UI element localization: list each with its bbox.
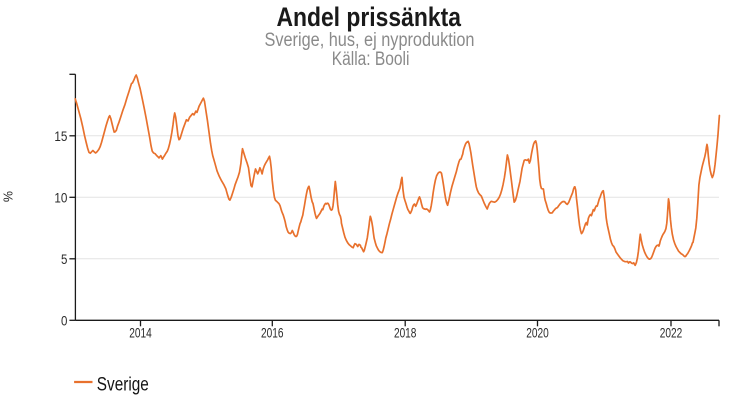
svg-text:2018: 2018	[394, 325, 417, 341]
svg-text:15: 15	[54, 128, 67, 144]
svg-text:2020: 2020	[526, 325, 549, 341]
svg-text:Källa: Booli: Källa: Booli	[332, 49, 410, 70]
svg-text:5: 5	[61, 251, 68, 267]
svg-text:2014: 2014	[129, 325, 152, 341]
svg-text:Sverige, hus, ej nyproduktion: Sverige, hus, ej nyproduktion	[265, 30, 475, 51]
svg-text:0: 0	[61, 312, 68, 328]
svg-text:10: 10	[54, 189, 67, 205]
svg-text:2016: 2016	[261, 325, 284, 341]
svg-text:%: %	[2, 191, 16, 202]
svg-text:2022: 2022	[660, 325, 683, 341]
svg-text:Sverige: Sverige	[97, 375, 149, 396]
svg-text:Andel prissänkta: Andel prissänkta	[276, 2, 461, 32]
